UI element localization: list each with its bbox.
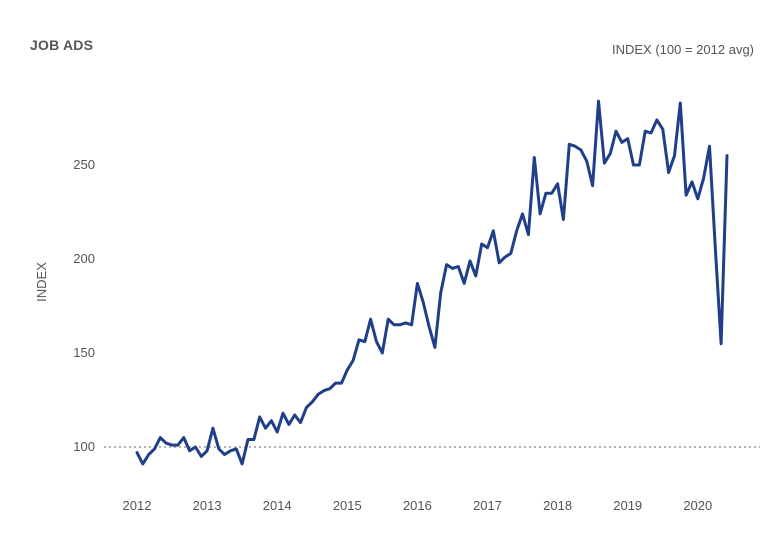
y-tick-label: 100 [73,439,95,454]
x-tick-label: 2012 [123,498,152,513]
x-tick-label: 2016 [403,498,432,513]
x-tick-label: 2020 [683,498,712,513]
y-axis: 100 150 200 250 [73,157,95,454]
y-tick-label: 250 [73,157,95,172]
series-line [135,99,729,466]
x-tick-label: 2013 [193,498,222,513]
units-label: INDEX (100 = 2012 avg) [612,42,754,57]
y-axis-label: INDEX [34,262,49,302]
x-tick-label: 2014 [263,498,292,513]
chart-title: JOB ADS [30,37,94,53]
y-tick-label: 150 [73,345,95,360]
x-tick-label: 2019 [613,498,642,513]
y-tick-label: 200 [73,251,95,266]
x-tick-label: 2015 [333,498,362,513]
x-tick-label: 2017 [473,498,502,513]
x-tick-label: 2018 [543,498,572,513]
x-axis: 2012 2013 2014 2015 2016 2017 2018 2019 2020 [123,498,713,513]
series-group [135,99,729,466]
